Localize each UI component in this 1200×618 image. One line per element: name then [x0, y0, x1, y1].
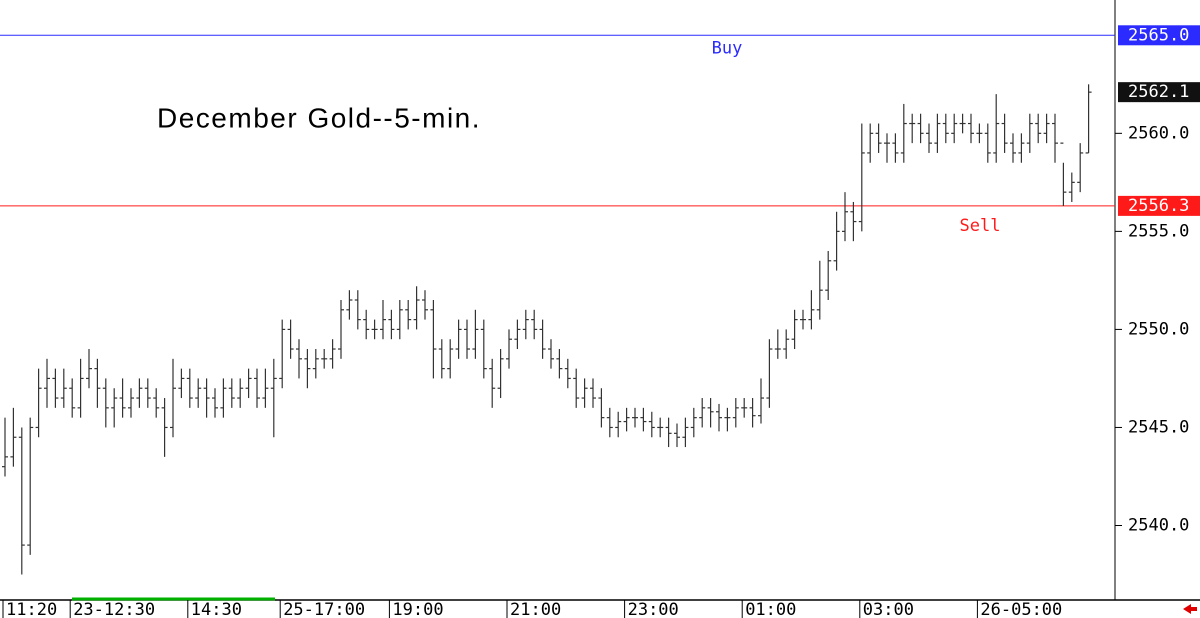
- level-tag: [1118, 25, 1200, 46]
- level-tag: [1118, 195, 1200, 216]
- y-tick-label: 2550.0: [1128, 319, 1189, 339]
- scroll-arrow[interactable]: [1183, 604, 1197, 614]
- x-tick-label: 21:00: [510, 600, 561, 618]
- x-tick-label: 26-05:00: [980, 600, 1062, 618]
- level-tag-label: 2556.3: [1128, 196, 1189, 216]
- y-tick-label: 2540.0: [1128, 515, 1189, 535]
- level-label: Buy: [712, 38, 743, 58]
- x-tick-label: 19:00: [392, 600, 443, 618]
- level-label: Sell: [960, 216, 1001, 236]
- x-tick-label: 23-12:30: [73, 600, 155, 618]
- x-tick-label: 25-17:00: [283, 600, 365, 618]
- x-tick-label: 23:00: [628, 600, 679, 618]
- x-tick-label: 11:20: [6, 600, 57, 618]
- y-tick-label: 2545.0: [1128, 417, 1189, 437]
- chart-title: December Gold--5-min.: [157, 102, 481, 133]
- x-tick-label: 14:30: [191, 600, 242, 618]
- x-tick-label: 03:00: [863, 600, 914, 618]
- x-tick-label: 01:00: [745, 600, 796, 618]
- y-tick-label: 2560.0: [1128, 123, 1189, 143]
- last-price-tag: [1118, 82, 1200, 103]
- level-tag-label: 2565.0: [1128, 25, 1189, 45]
- last-price-label: 2562.1: [1128, 82, 1189, 102]
- y-tick-label: 2555.0: [1128, 221, 1189, 241]
